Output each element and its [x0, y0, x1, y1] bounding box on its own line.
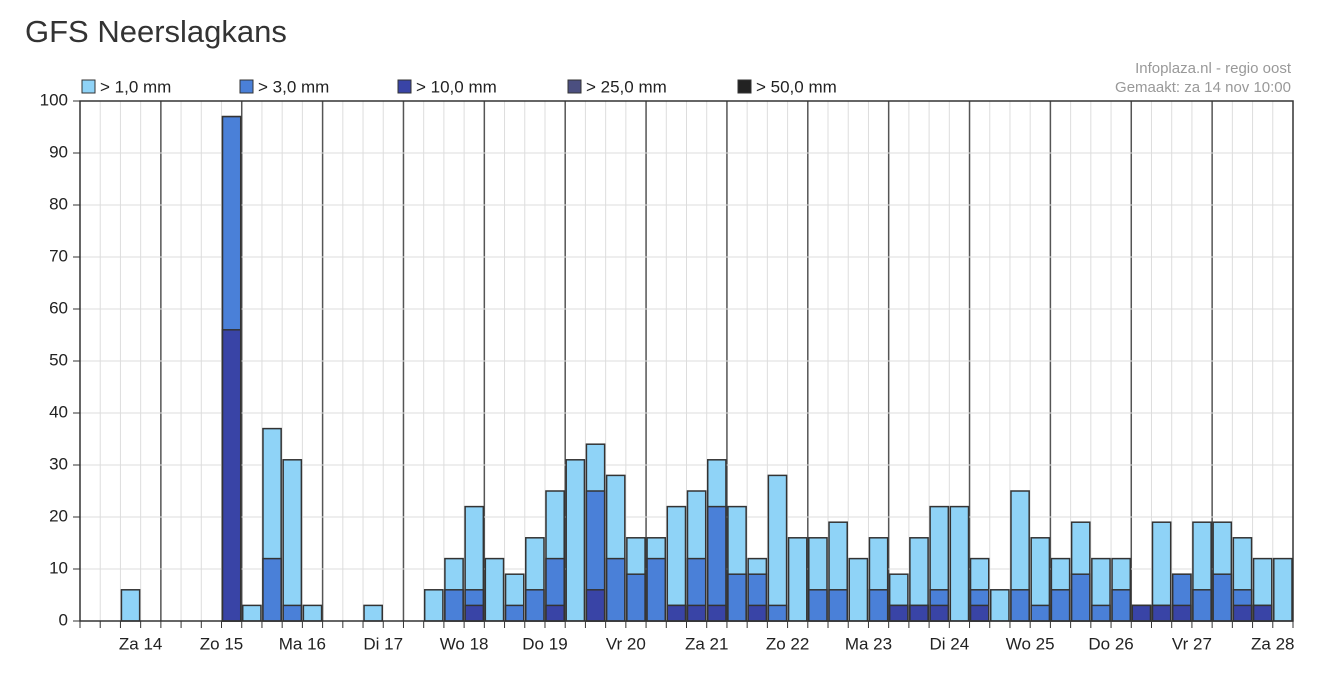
x-tick-label: Za 21	[685, 634, 728, 653]
bar	[1151, 604, 1172, 622]
bar	[868, 589, 889, 622]
bar	[545, 604, 565, 622]
x-tick-label: Vr 20	[606, 634, 646, 653]
y-tick-label: 90	[49, 142, 68, 161]
bar	[262, 557, 282, 622]
bar	[282, 459, 303, 622]
x-tick-label: Di 24	[929, 634, 969, 653]
bar	[282, 604, 303, 622]
bar	[565, 459, 586, 622]
bar	[666, 505, 687, 622]
bar	[686, 604, 707, 622]
chart-title: GFS Neerslagkans	[25, 14, 287, 49]
x-tick-label: Za 28	[1251, 634, 1294, 653]
legend-swatch	[567, 79, 582, 94]
legend-label: > 50,0 mm	[756, 77, 837, 96]
bar	[747, 604, 768, 622]
bar	[808, 589, 828, 622]
bar	[484, 557, 505, 622]
y-tick-label: 70	[49, 246, 68, 265]
bar	[444, 589, 464, 622]
bar	[767, 474, 788, 622]
bar	[1070, 573, 1091, 622]
bar	[666, 604, 687, 622]
bar	[706, 604, 727, 622]
bar	[221, 329, 242, 622]
bar	[828, 589, 848, 622]
bar	[120, 589, 141, 622]
legend-label: > 3,0 mm	[258, 77, 329, 96]
legend-label: > 25,0 mm	[586, 77, 667, 96]
bar	[241, 604, 262, 622]
bar	[626, 573, 646, 622]
bar	[990, 589, 1010, 622]
source-note: Infoplaza.nl - regio oost	[1135, 60, 1292, 77]
created-note: Gemaakt: za 14 nov 10:00	[1115, 79, 1291, 96]
x-tick-label: Di 17	[363, 634, 403, 653]
bar	[1111, 589, 1132, 622]
x-tick-label: Zo 15	[200, 634, 243, 653]
bar	[949, 505, 970, 622]
y-tick-label: 20	[49, 506, 68, 525]
y-tick-label: 40	[49, 402, 68, 421]
x-tick-label: Ma 23	[845, 634, 892, 653]
bar	[706, 505, 727, 622]
legend-swatch	[239, 79, 254, 94]
bar	[727, 573, 747, 622]
bar	[1171, 604, 1192, 622]
bar	[1212, 573, 1233, 622]
legend-swatch	[737, 79, 752, 94]
bar	[302, 604, 323, 622]
bar	[909, 604, 929, 622]
bar	[1050, 589, 1071, 622]
y-tick-label: 10	[49, 558, 68, 577]
bar	[787, 537, 808, 622]
y-tick-label: 50	[49, 350, 68, 369]
bar	[888, 604, 909, 622]
x-tick-label: Do 19	[522, 634, 567, 653]
bar	[585, 589, 606, 622]
x-tick-label: Wo 25	[1006, 634, 1055, 653]
x-tick-label: Zo 22	[766, 634, 809, 653]
x-tick-label: Za 14	[119, 634, 162, 653]
bar	[929, 604, 950, 622]
bar	[848, 557, 869, 622]
y-tick-label: 30	[49, 454, 68, 473]
bar	[1010, 589, 1030, 622]
x-tick-label: Do 26	[1088, 634, 1133, 653]
bar	[1232, 604, 1253, 622]
bar	[969, 604, 990, 622]
legend-label: > 10,0 mm	[416, 77, 497, 96]
y-tick-label: 60	[49, 298, 68, 317]
x-tick-label: Wo 18	[440, 634, 489, 653]
bar	[504, 604, 525, 622]
bar	[1252, 604, 1273, 622]
legend-swatch	[81, 79, 96, 94]
x-tick-label: Vr 27	[1172, 634, 1212, 653]
y-tick-label: 100	[40, 90, 68, 109]
y-tick-label: 80	[49, 194, 68, 213]
bar	[525, 589, 545, 622]
x-tick-label: Ma 16	[279, 634, 326, 653]
bar	[1131, 604, 1152, 622]
bar	[605, 557, 626, 622]
bar	[1030, 604, 1051, 622]
bar	[1273, 557, 1293, 622]
y-tick-label: 0	[59, 610, 68, 629]
legend-label: > 1,0 mm	[100, 77, 171, 96]
bar	[646, 557, 667, 622]
bar	[1091, 604, 1111, 622]
bar	[767, 604, 788, 622]
bar	[464, 604, 485, 622]
legend-swatch	[397, 79, 412, 94]
bar	[363, 604, 383, 622]
bar	[1192, 589, 1212, 622]
bar	[423, 589, 444, 622]
